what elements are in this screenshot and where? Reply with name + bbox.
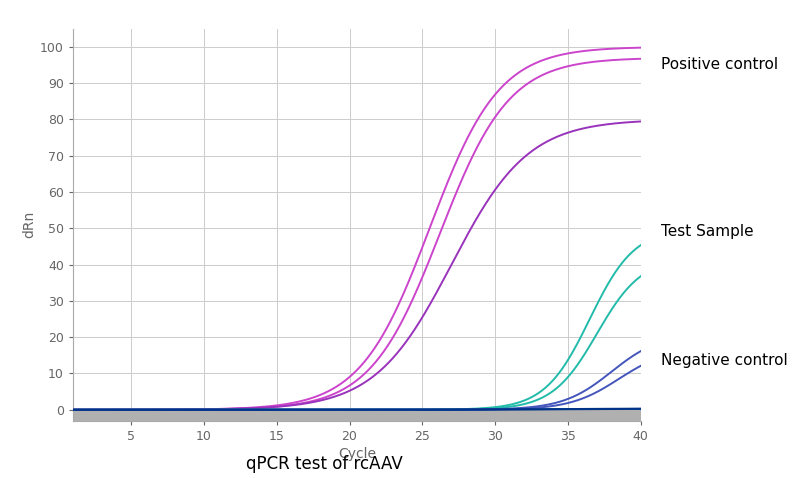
X-axis label: Cycle: Cycle xyxy=(338,447,375,461)
Y-axis label: dRn: dRn xyxy=(22,211,36,239)
Text: Positive control: Positive control xyxy=(661,57,778,72)
Bar xyxy=(73,410,641,421)
Text: qPCR test of rcAAV: qPCR test of rcAAV xyxy=(246,455,403,473)
Text: Negative control: Negative control xyxy=(661,353,787,369)
Text: Test Sample: Test Sample xyxy=(661,224,753,239)
